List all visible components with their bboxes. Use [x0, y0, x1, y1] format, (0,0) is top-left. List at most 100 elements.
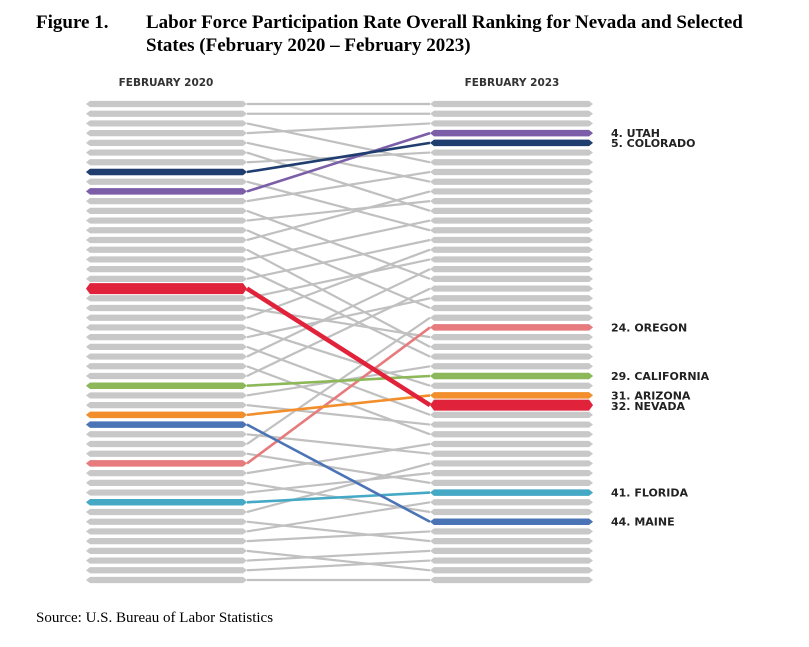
rank-bar-2020 — [86, 236, 247, 244]
rank-bar-2023 — [430, 246, 593, 253]
rank-bar-2020 — [86, 343, 247, 350]
rank-bar-2020 — [86, 567, 247, 574]
rank-bar-2020 — [86, 479, 247, 486]
background-link — [246, 122, 431, 135]
rank-bar-2023 — [430, 100, 593, 108]
rank-bar-2023 — [430, 159, 593, 166]
rank-bar-2023 — [430, 178, 593, 185]
rank-bar-2020 — [86, 159, 247, 166]
background-link — [246, 549, 431, 572]
rank-bar-2020 — [86, 576, 247, 584]
bar-2023-arizona — [430, 392, 593, 399]
rank-bar-2020 — [86, 518, 247, 525]
rank-bar-2020 — [86, 120, 247, 127]
bar-2023-nevada — [430, 399, 593, 411]
background-link — [246, 472, 431, 494]
background-link — [246, 180, 431, 232]
background-link — [246, 530, 431, 543]
link-nevada — [245, 286, 432, 408]
background-link — [246, 462, 431, 514]
bar-2023-california — [430, 372, 593, 380]
background-link — [246, 559, 431, 572]
label-oregon: 24. OREGON — [611, 321, 687, 334]
rank-bar-2020 — [86, 508, 247, 516]
bar-2023-maine — [430, 518, 593, 525]
link-california — [246, 374, 431, 388]
bar-2020-oregon — [86, 460, 247, 467]
rank-bar-2020 — [86, 489, 247, 496]
bar-2023-oregon — [430, 324, 593, 331]
rank-bar-2023 — [430, 431, 593, 438]
rank-bar-2020 — [86, 139, 247, 146]
rank-bar-2020 — [86, 431, 247, 438]
background-link — [246, 433, 431, 455]
rank-bar-2023 — [430, 285, 593, 292]
bar-2020-utah — [86, 188, 247, 195]
rank-bar-2023 — [430, 304, 593, 312]
rank-bar-2023 — [430, 207, 593, 214]
link-colorado — [246, 141, 431, 174]
figure-title: Labor Force Participation Rate Overall R… — [146, 12, 743, 56]
rank-bar-2023 — [430, 227, 593, 234]
source-note: Source: U.S. Bureau of Labor Statistics — [36, 610, 274, 626]
highlighted-states — [86, 129, 593, 525]
background-link — [246, 501, 431, 533]
rank-bar-2020 — [86, 198, 247, 205]
bar-2023-florida — [430, 489, 593, 496]
rank-bar-2023 — [430, 149, 593, 156]
rank-bar-2020 — [86, 100, 247, 108]
rank-bar-2020 — [86, 402, 247, 409]
rank-bar-2023 — [430, 440, 593, 448]
rank-bar-2023 — [430, 110, 593, 117]
background-link — [246, 190, 431, 242]
bar-2020-maine — [86, 421, 247, 428]
rank-bar-2023 — [430, 528, 593, 535]
label-nevada: 32. NEVADA — [611, 400, 685, 413]
rank-bar-2023 — [430, 343, 593, 350]
rank-bar-2023 — [430, 275, 593, 282]
bar-2023-colorado — [430, 139, 593, 147]
background-link — [246, 404, 431, 426]
rank-bar-2020 — [86, 217, 247, 224]
background-link — [246, 306, 431, 339]
background-link — [246, 229, 431, 310]
rank-bar-2020 — [86, 207, 247, 214]
label-florida: 41. FLORIDA — [611, 487, 688, 500]
rank-bar-2023 — [430, 236, 593, 244]
background-link — [246, 326, 431, 387]
rank-bar-2023 — [430, 450, 593, 457]
rank-bar-2020 — [86, 275, 247, 282]
rank-bar-2020 — [86, 353, 247, 360]
rank-bar-2023 — [430, 382, 593, 389]
background-link — [246, 520, 431, 543]
link-utah — [246, 131, 431, 193]
rank-bar-2023 — [430, 353, 593, 360]
column-header-left: FEBRUARY 2020 — [119, 77, 214, 89]
rank-bar-2020 — [86, 149, 247, 156]
rank-bar-2023 — [430, 499, 593, 506]
background-link — [246, 170, 431, 203]
rank-bar-2023 — [430, 217, 593, 224]
label-california: 29. CALIFORNIA — [611, 370, 710, 383]
rank-bar-2020 — [86, 547, 247, 554]
label-maine: 44. MAINE — [611, 516, 675, 529]
rank-bar-2023 — [430, 363, 593, 370]
rank-bar-2023 — [430, 120, 593, 127]
rank-bar-2023 — [430, 508, 593, 516]
rank-bar-2023 — [430, 198, 593, 205]
rank-bar-2023 — [430, 538, 593, 545]
background-link — [246, 452, 431, 484]
background-link — [246, 268, 431, 358]
column-header-right: FEBRUARY 2023 — [465, 77, 560, 89]
rank-bar-2023 — [430, 557, 593, 564]
rank-bar-2023 — [430, 188, 593, 195]
link-florida — [246, 491, 431, 504]
background-link — [246, 209, 431, 280]
figure-label: Figure 1. — [36, 12, 109, 33]
rank-bar-2020 — [86, 334, 247, 341]
background-link — [246, 238, 431, 280]
bar-2020-arizona — [86, 411, 247, 419]
rank-bar-2020 — [86, 227, 247, 234]
rank-bar-2020 — [86, 538, 247, 545]
